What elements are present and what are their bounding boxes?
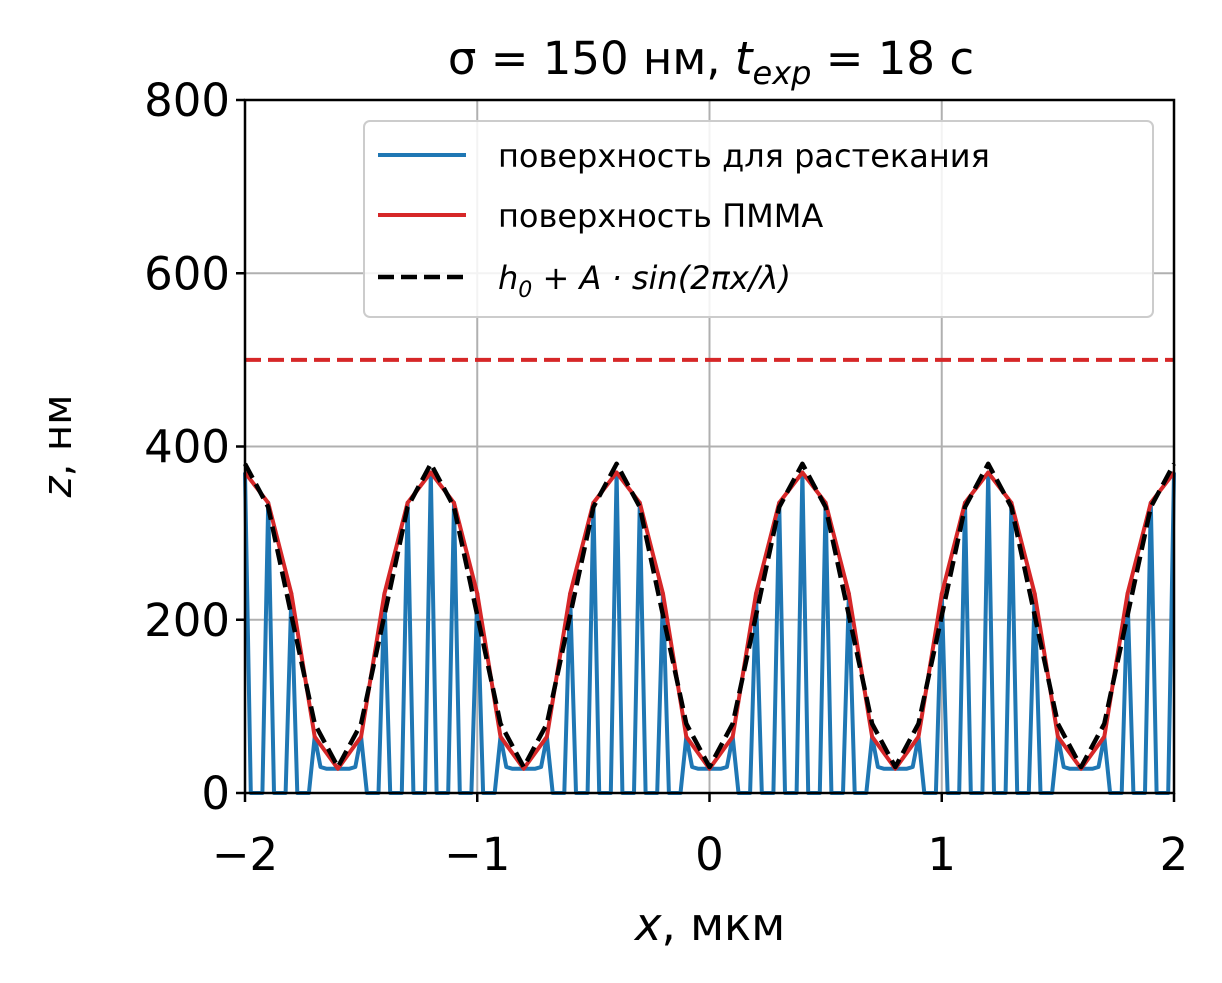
x-axis-label: x, мкм — [633, 898, 785, 951]
x-tick-label: −2 — [212, 828, 278, 881]
legend-box — [363, 120, 1154, 318]
legend-label-spreading-surface: поверхность для растекания — [498, 137, 990, 175]
legend: поверхность для растекания поверхность П… — [363, 120, 1154, 318]
y-tick-label: 0 — [201, 767, 230, 820]
legend-label-sine-fit: h0 + A · sin(2πx/λ) — [498, 259, 791, 303]
x-tick-label: 1 — [927, 828, 956, 881]
x-tick-label: 2 — [1160, 828, 1189, 881]
x-tick-label: 0 — [695, 828, 724, 881]
series-line-sine-fit — [243, 461, 1176, 770]
ticks: −2 −1 0 1 2 0 200 400 600 800 — [144, 74, 1188, 881]
y-axis-label: z, нм — [35, 395, 81, 499]
legend-label-pmma-surface: поверхность ПММА — [498, 197, 823, 235]
y-tick-label: 600 — [144, 247, 230, 300]
chart-title: σ = 150 нм, texp = 18 с — [448, 32, 974, 92]
y-tick-label: 800 — [144, 74, 230, 127]
x-tick-label: −1 — [444, 828, 510, 881]
y-tick-label: 400 — [144, 421, 230, 474]
y-tick-label: 200 — [144, 594, 230, 647]
